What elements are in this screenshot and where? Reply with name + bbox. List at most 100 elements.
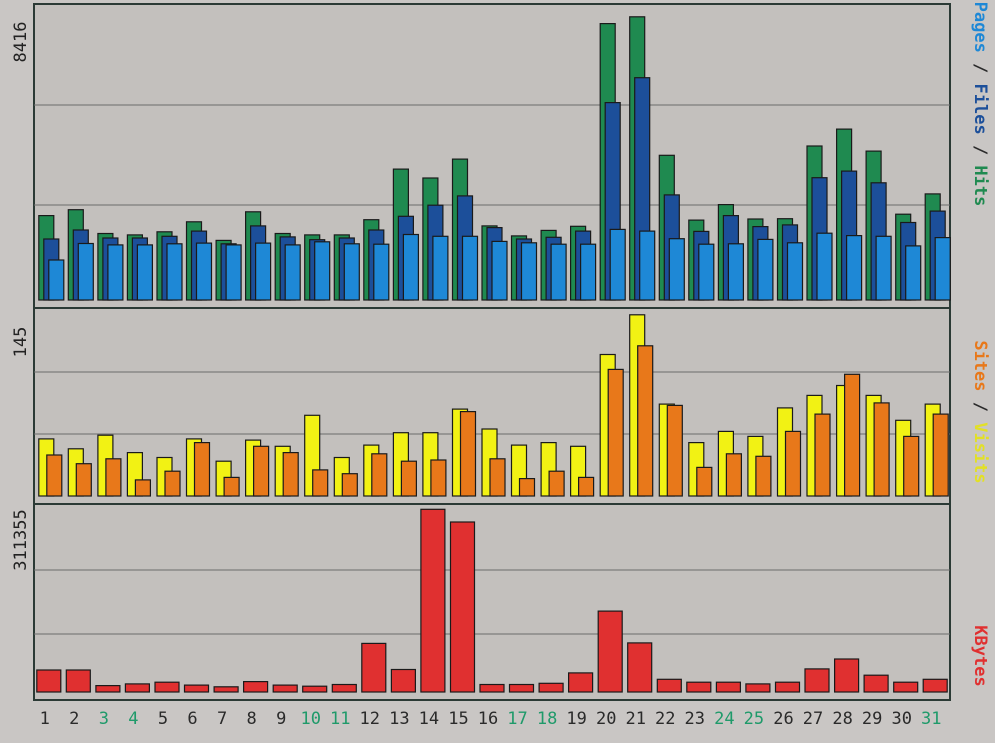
- visits-sites-bar-day-27: [814, 413, 831, 497]
- hits-legend-part-1: Pages: [970, 2, 990, 53]
- hits-ymax-label: 8416: [11, 22, 31, 63]
- kbytes-kbytes-bar-day-3: [95, 684, 121, 693]
- hits-pages-bar-day-6: [195, 242, 213, 301]
- kbytes-kbytes-bar-day-16: [479, 683, 505, 693]
- kbytes-kbytes-bar-day-22: [656, 678, 682, 693]
- kbytes-side-legend: KBytes: [970, 625, 990, 686]
- kbytes-kbytes-bar-day-7: [213, 686, 239, 693]
- kbytes-kbytes-bar-day-21: [627, 642, 653, 693]
- day-label-13: 13: [389, 709, 409, 729]
- kbytes-kbytes-bar-day-24: [715, 681, 742, 693]
- day-label-17: 17: [507, 709, 527, 729]
- day-label-22: 22: [655, 709, 675, 729]
- visits-sites-bar-day-24: [725, 453, 743, 497]
- day-label-4: 4: [128, 709, 138, 729]
- kbytes-kbytes-bar-day-8: [243, 680, 269, 693]
- day-label-26: 26: [773, 709, 793, 729]
- hits-pages-bar-day-29: [875, 235, 892, 301]
- day-label-23: 23: [685, 709, 705, 729]
- kbytes-kbytes-bar-day-2: [65, 669, 91, 693]
- day-label-3: 3: [99, 709, 109, 729]
- visits-ymax-label: 145: [11, 327, 31, 358]
- visits-sites-bar-day-22: [666, 404, 683, 497]
- kbytes-legend-part-1: KBytes: [970, 625, 990, 686]
- day-label-19: 19: [566, 709, 586, 729]
- hits-pages-bar-day-18: [550, 243, 567, 301]
- day-label-10: 10: [300, 709, 320, 729]
- kbytes-kbytes-bar-day-5: [154, 681, 180, 693]
- day-label-27: 27: [803, 709, 823, 729]
- visits-sites-bar-day-18: [548, 470, 565, 497]
- hits-pages-bar-day-5: [166, 243, 183, 301]
- day-label-2: 2: [69, 709, 79, 729]
- hits-pages-bar-day-16: [491, 240, 508, 301]
- day-label-15: 15: [448, 709, 468, 729]
- visits-legend-part-1: Sites: [970, 340, 990, 391]
- hits-pages-bar-day-15: [461, 235, 479, 301]
- kbytes-kbytes-bar-day-30: [893, 681, 919, 693]
- visits-sites-bar-day-31: [932, 413, 949, 497]
- hits-pages-bar-day-25: [757, 238, 774, 301]
- kbytes-ymax-label: 311355: [11, 509, 31, 570]
- kbytes-kbytes-bar-day-9: [272, 684, 298, 693]
- hits-pages-bar-day-13: [402, 233, 419, 301]
- hits-pages-bar-day-19: [579, 243, 597, 301]
- visits-sites-bar-day-29: [873, 402, 890, 497]
- kbytes-kbytes-bar-day-6: [183, 684, 210, 693]
- kbytes-kbytes-bar-day-19: [567, 672, 594, 693]
- hits-pages-bar-day-27: [816, 232, 833, 301]
- hits-pages-bar-day-14: [432, 235, 449, 301]
- hits-pages-bar-day-21: [639, 230, 656, 301]
- visits-sites-bar-day-4: [134, 479, 151, 497]
- kbytes-kbytes-bar-day-12: [361, 642, 387, 693]
- day-label-7: 7: [217, 709, 227, 729]
- day-label-8: 8: [246, 709, 256, 729]
- day-label-14: 14: [419, 709, 439, 729]
- kbytes-kbytes-bar-day-26: [774, 681, 801, 693]
- kbytes-kbytes-bar-day-25: [745, 683, 771, 693]
- visits-sites-bar-day-9: [282, 452, 299, 497]
- hits-pages-bar-day-10: [314, 241, 331, 301]
- hits-pages-bar-day-17: [520, 242, 538, 301]
- visits-sites-bar-day-14: [430, 459, 447, 497]
- kbytes-kbytes-bar-day-1: [36, 669, 62, 693]
- hits-legend-part-4: /: [970, 135, 990, 166]
- visits-sites-bar-day-23: [696, 466, 713, 497]
- day-label-18: 18: [537, 709, 557, 729]
- kbytes-kbytes-bar-day-10: [302, 685, 328, 693]
- visits-sites-bar-day-30: [903, 435, 920, 497]
- visits-sites-bar-day-25: [755, 455, 772, 497]
- visits-sites-bar-day-12: [371, 453, 388, 497]
- visits-sites-bar-day-17: [518, 478, 536, 497]
- visits-sites-bar-day-6: [193, 442, 211, 497]
- day-label-30: 30: [891, 709, 911, 729]
- day-label-16: 16: [478, 709, 498, 729]
- plot-panel-3: [33, 503, 951, 701]
- hits-pages-bar-day-23: [698, 243, 715, 301]
- kbytes-kbytes-bar-day-15: [449, 521, 476, 693]
- hits-pages-bar-day-26: [786, 242, 804, 301]
- visits-sites-bar-day-15: [459, 411, 477, 497]
- day-label-9: 9: [276, 709, 286, 729]
- hits-pages-bar-day-31: [934, 237, 951, 301]
- hits-pages-bar-day-4: [136, 244, 153, 301]
- hits-pages-bar-day-28: [845, 235, 863, 301]
- hits-pages-bar-day-22: [668, 238, 685, 301]
- visits-sites-bar-day-8: [253, 445, 270, 497]
- hits-legend-part-2: /: [970, 53, 990, 84]
- visits-sites-bar-day-20: [607, 368, 624, 497]
- visits-sites-bar-day-7: [223, 476, 240, 497]
- hits-pages-bar-day-9: [284, 244, 301, 301]
- hits-pages-bar-day-7: [225, 244, 242, 301]
- visits-sites-bar-day-10: [312, 469, 329, 497]
- hits-pages-bar-day-1: [48, 259, 65, 301]
- kbytes-kbytes-bar-day-20: [597, 610, 623, 693]
- hits-side-legend: Pages / Files / Hits: [970, 2, 990, 207]
- hits-pages-bar-day-30: [905, 245, 922, 301]
- day-label-5: 5: [158, 709, 168, 729]
- kbytes-kbytes-bar-day-17: [508, 683, 535, 693]
- visits-sites-bar-day-13: [400, 460, 417, 497]
- hits-pages-bar-day-8: [255, 242, 272, 301]
